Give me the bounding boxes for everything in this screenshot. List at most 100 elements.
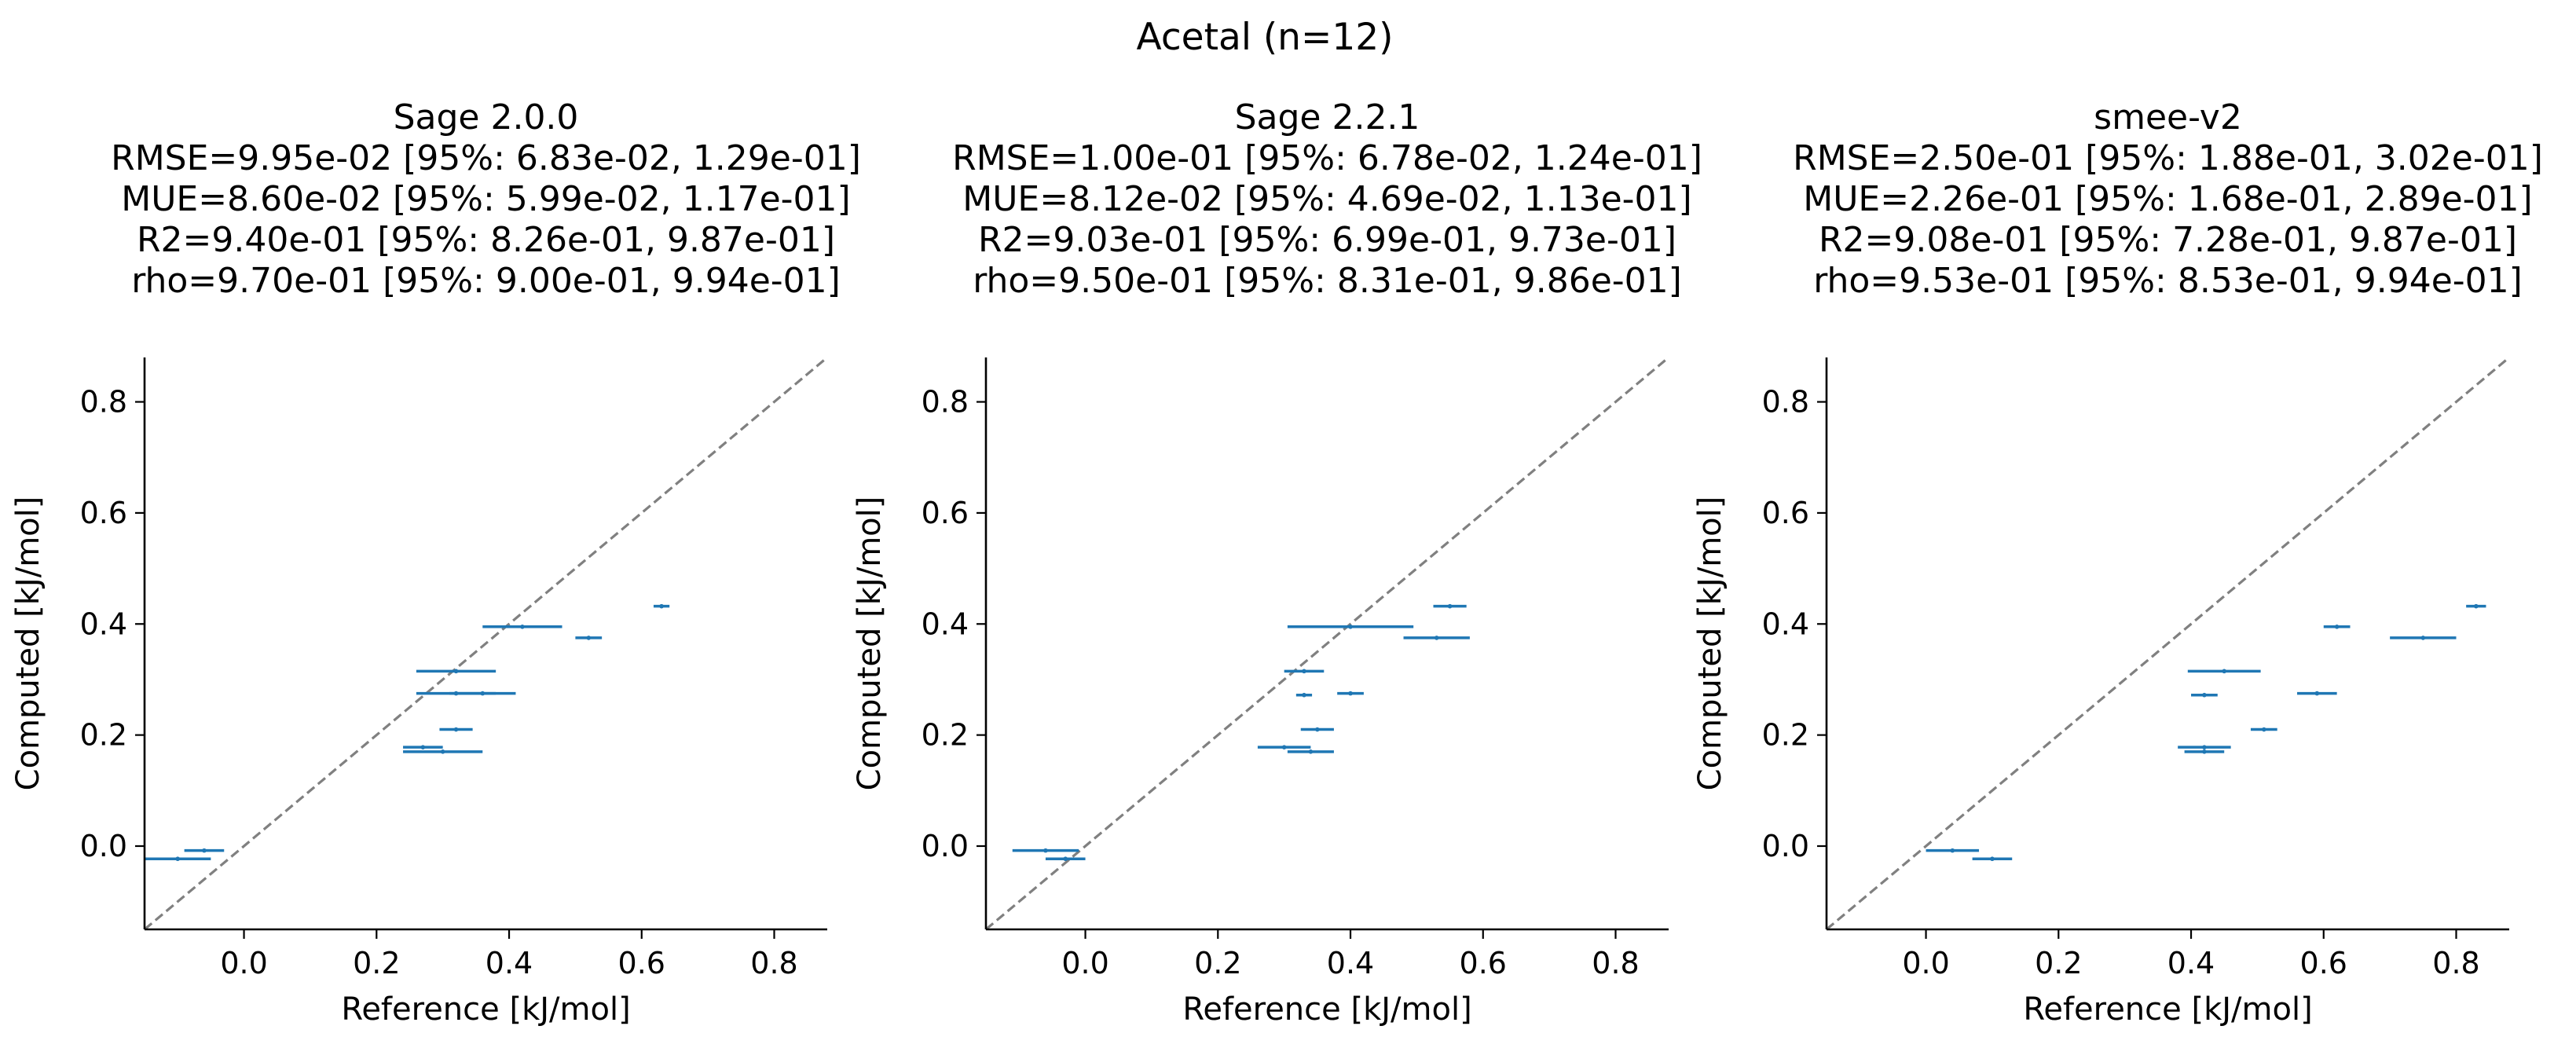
y-axis-label: Computed [kJ/mol] xyxy=(1692,497,1728,791)
subplot-stat-line: MUE=8.60e-02 [95%: 5.99e-02, 1.17e-01] xyxy=(121,179,850,219)
subplot-stat-line: R2=9.08e-01 [95%: 7.28e-01, 9.87e-01] xyxy=(1819,220,2517,260)
point-marker xyxy=(2334,624,2340,629)
point-marker xyxy=(2314,691,2320,696)
point-marker xyxy=(520,624,525,629)
data-point-8 xyxy=(416,669,497,674)
data-point-8 xyxy=(1284,669,1325,674)
x-tick-label: 0.4 xyxy=(1327,946,1374,980)
data-point-4 xyxy=(2184,749,2225,754)
subplot-title: Sage 2.2.1 xyxy=(1235,97,1420,137)
x-axis-label: Reference [kJ/mol] xyxy=(341,991,630,1028)
x-axis-label: Reference [kJ/mol] xyxy=(1182,991,1471,1028)
data-point-3 xyxy=(1257,745,1311,749)
point-marker xyxy=(440,749,445,754)
subplot-title: smee-v2 xyxy=(2094,97,2242,137)
subplot-title: Sage 2.0.0 xyxy=(394,97,579,137)
y-tick-label: 0.8 xyxy=(1762,385,1809,420)
data-point-6 xyxy=(2191,692,2218,698)
x-tick-label: 0.8 xyxy=(750,946,797,980)
data-point-6 xyxy=(1295,692,1313,698)
y-tick-label: 0.8 xyxy=(80,385,127,420)
y-tick-label: 0.4 xyxy=(80,606,127,641)
subplot-stat-line: RMSE=9.95e-02 [95%: 6.83e-02, 1.29e-01] xyxy=(111,138,861,178)
y-tick-label: 0.0 xyxy=(1762,829,1809,863)
point-marker xyxy=(1348,691,1353,696)
data-point-9 xyxy=(482,624,562,629)
point-marker xyxy=(480,691,486,696)
data-point-4 xyxy=(403,749,483,754)
point-marker xyxy=(2262,727,2266,732)
x-tick-label: 0.8 xyxy=(1592,946,1639,980)
y-tick-label: 0.6 xyxy=(80,496,127,530)
x-tick-label: 0.0 xyxy=(1061,946,1108,980)
data-point-5 xyxy=(1300,727,1334,732)
data-point-5 xyxy=(439,727,473,732)
point-marker xyxy=(2202,692,2207,698)
subplot-stat-line: rho=9.50e-01 [95%: 8.31e-01, 9.86e-01] xyxy=(973,261,1682,301)
point-marker xyxy=(1434,636,1439,640)
x-tick-label: 0.6 xyxy=(618,946,665,980)
subplot-stat-line: RMSE=2.50e-01 [95%: 1.88e-01, 3.02e-01] xyxy=(1793,138,2543,178)
data-point-10 xyxy=(575,636,603,640)
subplot-stat-line: MUE=2.26e-01 [95%: 1.68e-01, 2.89e-01] xyxy=(1803,179,2532,219)
point-marker xyxy=(175,856,180,862)
subplot-stat-line: RMSE=1.00e-01 [95%: 6.78e-02, 1.24e-01] xyxy=(952,138,1702,178)
point-marker xyxy=(202,848,207,853)
point-marker xyxy=(1990,856,1995,862)
x-tick-label: 0.0 xyxy=(220,946,267,980)
y-tick-label: 0.0 xyxy=(922,829,969,863)
y-tick-label: 0.0 xyxy=(80,829,127,863)
x-axis-label: Reference [kJ/mol] xyxy=(2023,991,2312,1028)
point-marker xyxy=(1447,603,1453,609)
x-tick-label: 0.2 xyxy=(2035,946,2082,980)
data-point-11 xyxy=(2466,603,2486,609)
y-tick-label: 0.2 xyxy=(80,718,127,753)
data-point-10 xyxy=(2390,636,2457,640)
x-tick-label: 0.8 xyxy=(2432,946,2479,980)
subplot-stat-line: R2=9.03e-01 [95%: 6.99e-01, 9.73e-01] xyxy=(978,220,1676,260)
x-tick-label: 0.4 xyxy=(2167,946,2215,980)
subplot-stat-line: MUE=8.12e-02 [95%: 4.69e-02, 1.13e-01] xyxy=(962,179,1691,219)
subplot-stat-line: R2=9.40e-01 [95%: 8.26e-01, 9.87e-01] xyxy=(137,220,835,260)
data-point-1 xyxy=(1926,848,1980,853)
point-marker xyxy=(2420,636,2426,640)
point-marker xyxy=(1063,856,1068,862)
data-point-1 xyxy=(145,856,211,862)
y-tick-label: 0.4 xyxy=(922,606,969,641)
data-point-8 xyxy=(2187,669,2261,674)
point-marker xyxy=(2202,745,2207,749)
data-point-7 xyxy=(2297,691,2337,696)
y-tick-label: 0.6 xyxy=(1762,496,1809,530)
identity-line xyxy=(1825,356,2511,931)
data-point-3 xyxy=(403,745,443,749)
data-point-10 xyxy=(1403,636,1470,640)
point-marker xyxy=(2202,749,2207,754)
point-marker xyxy=(1308,749,1314,754)
point-marker xyxy=(1950,848,1955,853)
x-tick-label: 0.2 xyxy=(353,946,400,980)
point-marker xyxy=(1315,727,1320,732)
data-point-5 xyxy=(2250,727,2277,732)
data-point-2 xyxy=(184,848,225,853)
point-marker xyxy=(420,745,426,749)
data-point-11 xyxy=(1433,603,1467,609)
y-tick-label: 0.6 xyxy=(922,496,969,530)
x-tick-label: 0.0 xyxy=(1902,946,1949,980)
y-axis-label: Computed [kJ/mol] xyxy=(852,497,888,791)
x-tick-label: 0.4 xyxy=(486,946,533,980)
figure-title: Acetal (n=12) xyxy=(1137,16,1394,59)
identity-line xyxy=(984,356,1670,931)
y-axis-label: Computed [kJ/mol] xyxy=(10,497,46,791)
y-tick-label: 0.2 xyxy=(1762,718,1809,753)
data-point-11 xyxy=(653,603,670,609)
point-marker xyxy=(453,727,459,732)
data-point-9 xyxy=(1287,624,1414,629)
data-point-3 xyxy=(2178,745,2231,749)
point-marker xyxy=(453,669,459,674)
y-tick-label: 0.2 xyxy=(922,718,969,753)
